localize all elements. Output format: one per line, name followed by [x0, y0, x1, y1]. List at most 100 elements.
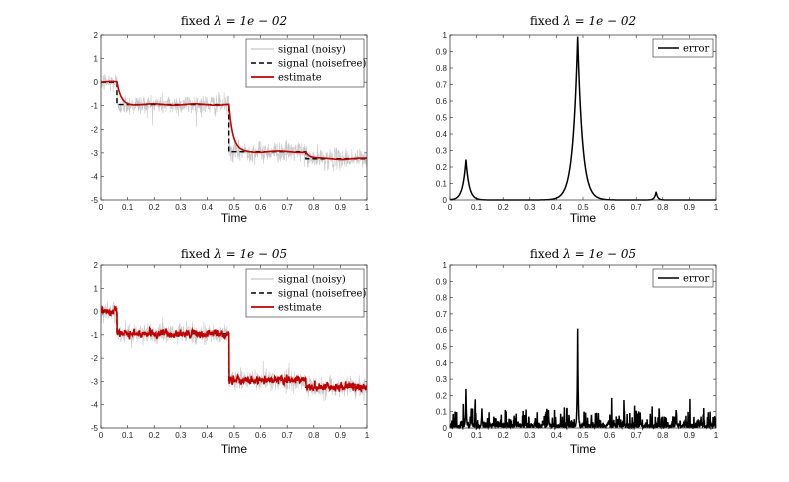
- y-tick-label: -5: [91, 196, 99, 205]
- y-tick-label: 0.5: [436, 343, 448, 352]
- y-tick-label: 0.6: [436, 97, 448, 106]
- series-estimate-line: [101, 304, 367, 393]
- x-tick-label: 0.9: [684, 203, 696, 212]
- y-tick-label: 1: [443, 261, 448, 270]
- y-tick-label: 0.2: [436, 163, 448, 172]
- y-tick-label: -4: [91, 172, 99, 181]
- y-tick-label: 0.3: [436, 147, 448, 156]
- legend-error-label: error: [683, 274, 709, 285]
- panel-2-title: fixed λ = 1e − 02: [530, 14, 636, 28]
- y-tick-label: 0.8: [436, 64, 448, 73]
- axes-frame: [449, 34, 717, 201]
- x-tick-label: 0.9: [335, 431, 347, 440]
- y-tick-label: 2: [94, 31, 99, 40]
- x-tick-label: 0.7: [631, 431, 643, 440]
- axes-frame: [449, 264, 717, 429]
- legend: signal (noisy) signal (noisefree) estimate: [245, 268, 366, 318]
- x-tick-label: 0.6: [255, 431, 267, 440]
- axes-frame: [100, 34, 368, 201]
- series-error-line: [449, 328, 717, 431]
- x-tick-label: 0.1: [471, 203, 483, 212]
- y-tick-label: 0.1: [436, 180, 448, 189]
- panel-3-plot: 0 0.1 0.2 0.3 0.4 0.5 0.6 0.7 0.8 0.9 1 2 1 0 -1 -2 -3 -4…: [91, 261, 370, 440]
- legend-box: [652, 38, 714, 58]
- plot-area: [450, 265, 716, 428]
- y-tick-label: 0.7: [436, 310, 448, 319]
- panel-3-title: fixed λ = 1e − 05: [181, 247, 287, 261]
- x-tick-label: 0.1: [122, 203, 134, 212]
- panel-bottom-right: fixed λ = 1e − 05 0 0.1 0.2 0.3 0.4 0.5 0.6 0.7…: [436, 247, 719, 456]
- x-tick-label: 0.4: [202, 431, 214, 440]
- legend-box: [652, 268, 714, 288]
- y-tick-label: 0.4: [436, 130, 448, 139]
- panel-top-right: fixed λ = 1e − 02 0 0.1 0.2 0.3 0.4 0.5 0.6 0.7…: [436, 14, 719, 225]
- y-tick-label: 0.7: [436, 81, 448, 90]
- panel-3-xlabel: Time: [221, 442, 248, 456]
- panel-4-xlabel: Time: [570, 442, 597, 456]
- x-tick-label: 1: [714, 431, 719, 440]
- x-tick-label: 0.2: [498, 431, 510, 440]
- legend-estimate-label: estimate: [278, 303, 322, 314]
- x-tick-label: 0.2: [149, 431, 161, 440]
- y-tick-label: 0: [94, 78, 99, 87]
- y-tick-label: 0.1: [436, 408, 448, 417]
- series-group: [101, 67, 367, 172]
- x-tick-label: 1: [365, 203, 370, 212]
- x-tick-label: 0.7: [631, 203, 643, 212]
- legend-estimate-label: estimate: [278, 73, 322, 84]
- y-tick-label: 1: [94, 284, 99, 293]
- legend-noisy-label: signal (noisy): [278, 275, 346, 286]
- panel-2-xlabel: Time: [570, 211, 597, 225]
- y-tick-label: 2: [94, 261, 99, 270]
- y-tick-label: -2: [91, 125, 99, 134]
- x-tick-label: 0.4: [551, 203, 563, 212]
- x-tick-label: 0.3: [175, 203, 187, 212]
- y-tick-label: 0.6: [436, 326, 448, 335]
- y-tick-label: 0.2: [436, 391, 448, 400]
- panel-1-title: fixed λ = 1e − 02: [181, 14, 287, 28]
- x-tick-label: 0.8: [657, 431, 669, 440]
- x-tick-label: 0.3: [524, 431, 536, 440]
- panel-4-title: fixed λ = 1e − 05: [530, 247, 636, 261]
- legend-noisefree-label: signal (noisefree): [278, 289, 366, 300]
- x-tick-label: 0.1: [471, 431, 483, 440]
- y-tick-label: 0: [443, 196, 448, 205]
- x-tick-label: 0.5: [577, 203, 589, 212]
- y-tick-label: -1: [91, 331, 99, 340]
- legend: signal (noisy) signal (noisefree) estimate: [245, 38, 366, 88]
- y-tick-label: -3: [91, 377, 99, 386]
- x-tick-label: 0.5: [577, 431, 589, 440]
- x-tick-label: 0.7: [282, 203, 294, 212]
- y-tick-label: 0: [443, 424, 448, 433]
- y-tick-label: 0.9: [436, 48, 448, 57]
- y-tick-label: 0.3: [436, 375, 448, 384]
- legend-box: [245, 38, 365, 88]
- x-tick-label: 0.5: [228, 203, 240, 212]
- y-tick-label: -5: [91, 424, 99, 433]
- x-tick-label: 0.1: [122, 431, 134, 440]
- y-tick-label: 0: [94, 308, 99, 317]
- x-tick-label: 0.8: [308, 431, 320, 440]
- x-tick-label: 0.7: [282, 431, 294, 440]
- y-tick-label: -4: [91, 401, 99, 410]
- panel-2-plot: 0 0.1 0.2 0.3 0.4 0.5 0.6 0.7 0.8 0.9 1 1 0.9 0.8 0.7 0…: [436, 31, 719, 212]
- x-tick-label: 0.6: [255, 203, 267, 212]
- x-tick-label: 0.5: [228, 431, 240, 440]
- y-tick-label: 1: [443, 31, 448, 40]
- x-tick-label: 0.8: [308, 203, 320, 212]
- axes-frame: [100, 264, 368, 429]
- x-tick-label: 0.9: [335, 203, 347, 212]
- y-tick-label: 0.5: [436, 114, 448, 123]
- y-tick-label: 0.4: [436, 359, 448, 368]
- legend: error: [652, 38, 714, 58]
- x-tick-label: 0: [99, 431, 104, 440]
- x-tick-label: 0.3: [524, 203, 536, 212]
- legend: error: [652, 268, 714, 288]
- series-noisefree-line: [101, 81, 367, 160]
- y-tick-label: 0.9: [436, 277, 448, 286]
- y-tick-label: 1: [94, 55, 99, 64]
- x-tick-label: 0: [448, 203, 453, 212]
- legend-box: [245, 268, 365, 318]
- x-tick-label: 0.4: [551, 431, 563, 440]
